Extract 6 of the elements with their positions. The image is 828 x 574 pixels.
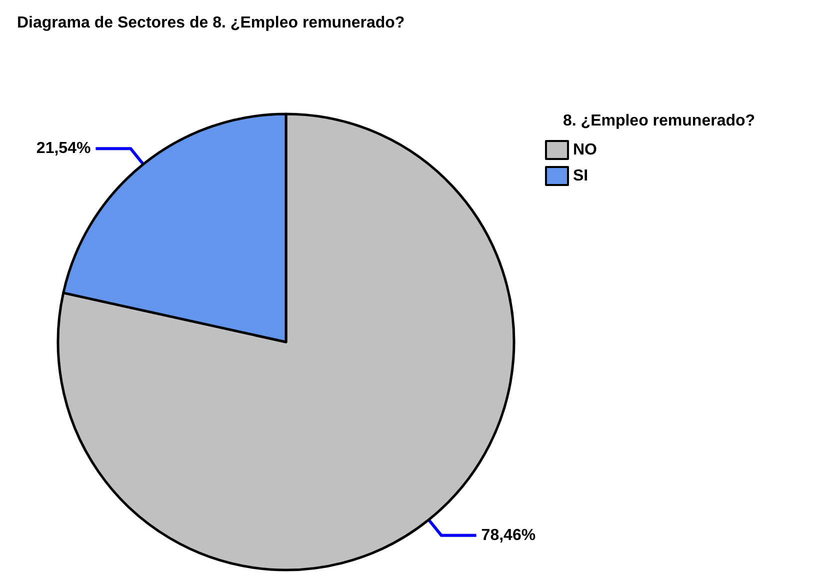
data-label: 21,54%	[36, 140, 91, 158]
legend-label: SI	[573, 168, 588, 184]
data-label: 78,46%	[481, 526, 536, 544]
legend-label: NO	[573, 142, 597, 158]
chart-title: Diagrama de Sectores de 8. ¿Empleo remunerado?	[17, 14, 405, 32]
legend-title: 8. ¿Empleo remunerado?	[563, 112, 756, 130]
